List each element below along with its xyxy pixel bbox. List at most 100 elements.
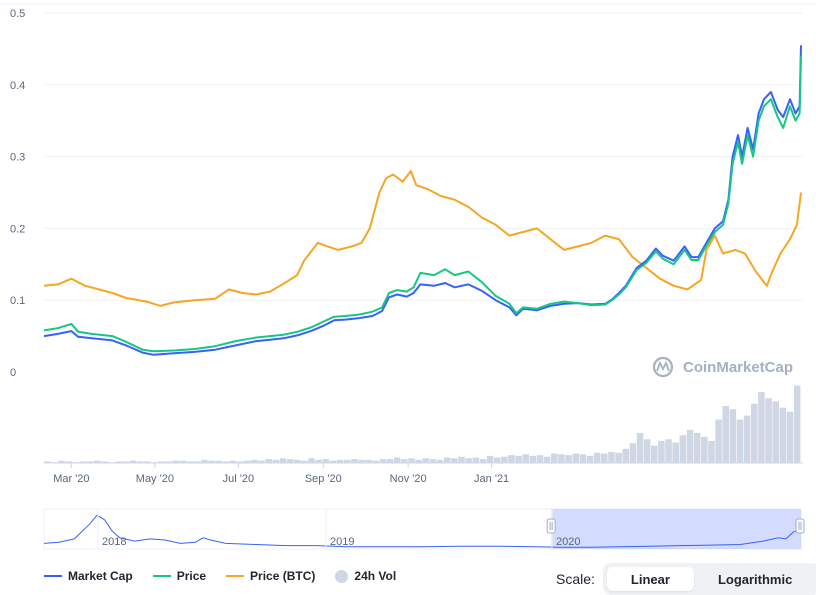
volume-bar [665, 439, 672, 463]
volume-bar [751, 403, 758, 463]
volume-bar [701, 436, 708, 463]
volume-bar [293, 459, 301, 463]
price-swatch [152, 575, 171, 577]
volume-bar [322, 459, 330, 463]
legend-price-btc[interactable]: Price (BTC) [226, 569, 315, 583]
volume-bar [522, 454, 530, 463]
navigator-frame [43, 508, 802, 550]
volume-bar [129, 460, 137, 463]
volume-bar [93, 460, 101, 463]
volume-bar [272, 459, 280, 463]
volume-bar [465, 458, 472, 463]
volume-bar [643, 439, 651, 463]
series-line-price [43, 56, 802, 353]
volume-bar [143, 461, 151, 463]
legend-market-cap[interactable]: Market Cap [44, 569, 133, 583]
navigator-line [43, 514, 802, 548]
y-tick-label: 0.1 [10, 295, 25, 307]
volume-bar [772, 401, 779, 463]
scale-label: Scale: [556, 571, 595, 587]
y-tick-label: 0 [10, 367, 16, 379]
volume-bar [408, 458, 415, 463]
volume-bar [165, 461, 172, 463]
x-tick-label: May '20 [136, 473, 174, 485]
volume-bar [308, 458, 315, 463]
legend-volume-label: 24h Vol [354, 569, 397, 583]
volume-bar [122, 461, 130, 463]
navigator-tick-label: 2020 [556, 536, 580, 548]
chart-grid [0, 3, 816, 301]
volume-bar [743, 415, 751, 463]
x-tick-label: Jul '20 [223, 473, 254, 485]
x-tick-label: Jan '21 [474, 473, 509, 485]
volume-bar [115, 461, 122, 463]
volume-bar [186, 461, 194, 463]
volume-bar [401, 459, 408, 463]
series-line-market-cap [43, 45, 802, 356]
range-navigator[interactable]: 2018 2019 2020 [43, 508, 805, 550]
volume-bar [651, 445, 658, 463]
volume-bar [722, 406, 729, 463]
legend-volume[interactable]: 24h Vol [335, 569, 396, 583]
volume-bar [172, 460, 180, 463]
volume-bar [58, 460, 65, 463]
price-chart[interactable]: 0.50.40.30.20.10 CoinMarketCap Mar '20 Ma… [0, 0, 816, 560]
volume-bar [65, 461, 72, 463]
volume-bar [343, 459, 351, 463]
navigator-right-handle[interactable] [795, 518, 805, 534]
volume-bar [543, 456, 551, 463]
y-axis: 0.5 0.4 0.3 0.2 0.1 0 [10, 8, 25, 379]
volume-bar [193, 461, 201, 463]
volume-bar [351, 459, 358, 463]
volume-bar [686, 429, 694, 463]
legend-price-label: Price [176, 569, 207, 583]
volume-bar [615, 452, 622, 463]
y-tick-label: 0.5 [10, 8, 25, 20]
scale-logarithmic-button[interactable]: Logarithmic [717, 571, 793, 587]
navigator-tick-label: 2019 [330, 536, 354, 548]
volume-bar [222, 461, 230, 463]
scale-linear-button[interactable]: Linear [606, 567, 694, 591]
watermark-text: CoinMarketCap [683, 359, 793, 376]
volume-bar [729, 409, 737, 463]
volume-bars [44, 385, 803, 464]
navigator-left-handle[interactable] [546, 518, 556, 534]
volume-bar [486, 455, 494, 463]
volume-bar [608, 451, 615, 463]
volume-bar [593, 452, 601, 463]
volume-bar [493, 457, 501, 463]
legend-price[interactable]: Price [152, 569, 207, 583]
volume-bar [529, 455, 537, 463]
navigator-selection[interactable] [551, 509, 801, 549]
handle-grip [795, 518, 805, 534]
volume-bar [379, 459, 387, 463]
volume-bar [779, 407, 787, 463]
volume-bar [415, 459, 422, 463]
volume-bar [365, 459, 372, 463]
volume-bar [693, 432, 701, 463]
volume-bar [536, 455, 544, 463]
volume-bar [429, 459, 437, 463]
volume-bar [236, 461, 244, 463]
volume-bar [451, 458, 458, 463]
volume-bar [315, 459, 322, 463]
market-cap-swatch [44, 575, 62, 577]
handle-grip [546, 518, 556, 534]
volume-bar [601, 453, 608, 463]
volume-bar [736, 419, 744, 463]
volume-bar [301, 460, 308, 463]
volume-swatch [335, 569, 349, 583]
volume-bar [101, 461, 108, 463]
volume-bar [793, 385, 801, 463]
navigator-tick-label: 2018 [102, 536, 126, 548]
volume-bar [86, 461, 94, 463]
volume-bar [265, 459, 272, 463]
y-tick-label: 0.3 [10, 152, 25, 164]
volume-bar [629, 443, 637, 463]
volume-bar [201, 459, 208, 463]
scale-control: Scale: Linear Logarithmic [556, 563, 816, 595]
volume-bar [79, 461, 87, 463]
volume-bar [786, 411, 794, 463]
volume-bar [179, 460, 187, 463]
volume-bar [479, 459, 487, 463]
